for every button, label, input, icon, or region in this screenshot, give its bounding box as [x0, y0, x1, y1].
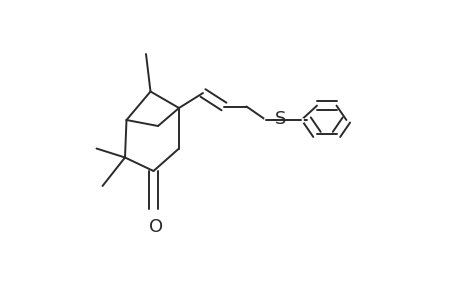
Text: S: S	[274, 110, 285, 128]
Text: O: O	[149, 218, 163, 236]
